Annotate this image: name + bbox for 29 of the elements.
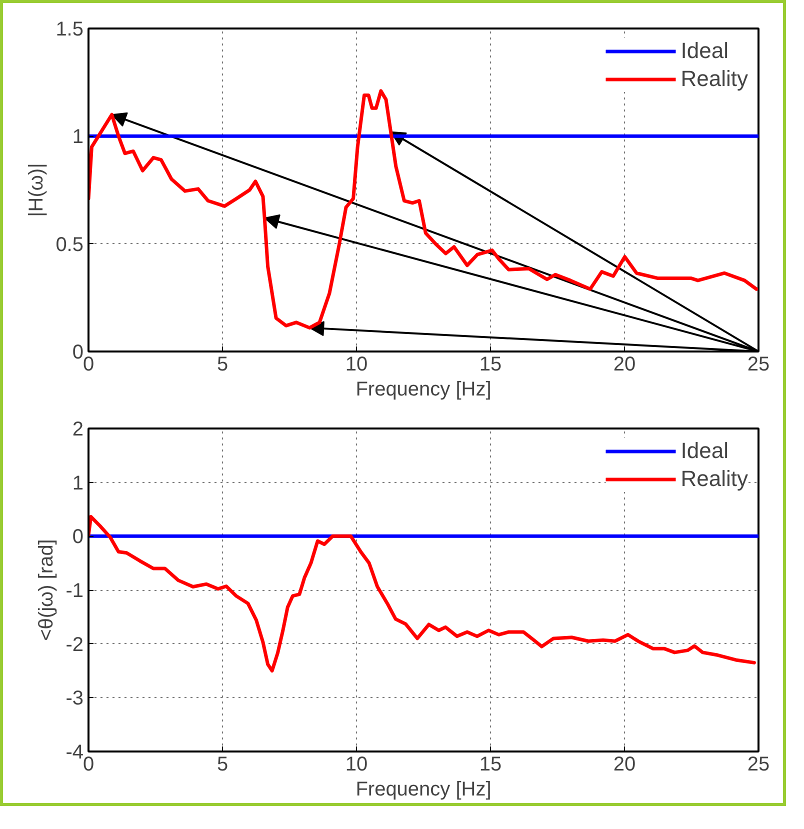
legend-label: Reality	[680, 466, 748, 492]
x-tick-label: 20	[613, 354, 636, 376]
x-tick-label: 25	[747, 754, 770, 776]
x-tick-label: 25	[747, 354, 770, 376]
x-axis-title: Frequency [Hz]	[356, 778, 492, 800]
y-tick-label: 0.5	[56, 234, 84, 256]
y-axis-title: <θ(jω) [rad]	[36, 539, 58, 641]
y-axis-title: |H(ω)|	[26, 163, 48, 217]
legend-label: Ideal	[680, 438, 728, 464]
x-tick-label: 20	[613, 754, 636, 776]
y-tick-label: 1	[72, 472, 84, 494]
x-tick-label: 10	[345, 754, 368, 776]
y-tick-label: 1.5	[56, 18, 84, 40]
legend-label: Reality	[680, 66, 748, 92]
y-tick-label: 0	[72, 526, 84, 548]
line-series	[88, 515, 756, 672]
x-tick-label: 5	[216, 354, 228, 376]
y-tick-label: 1	[72, 126, 84, 148]
y-tick-label: -1	[66, 580, 84, 602]
y-tick-label: -2	[66, 634, 84, 656]
y-tick-label: -4	[66, 742, 84, 764]
x-tick-label: 10	[345, 354, 368, 376]
legend-label: Ideal	[680, 38, 728, 64]
y-tick-label: -3	[66, 688, 84, 710]
x-axis-title: Frequency [Hz]	[356, 378, 492, 400]
y-tick-label: 2	[72, 418, 84, 440]
x-tick-label: 15	[479, 754, 502, 776]
x-tick-label: 5	[216, 754, 228, 776]
x-tick-label: 15	[479, 354, 502, 376]
